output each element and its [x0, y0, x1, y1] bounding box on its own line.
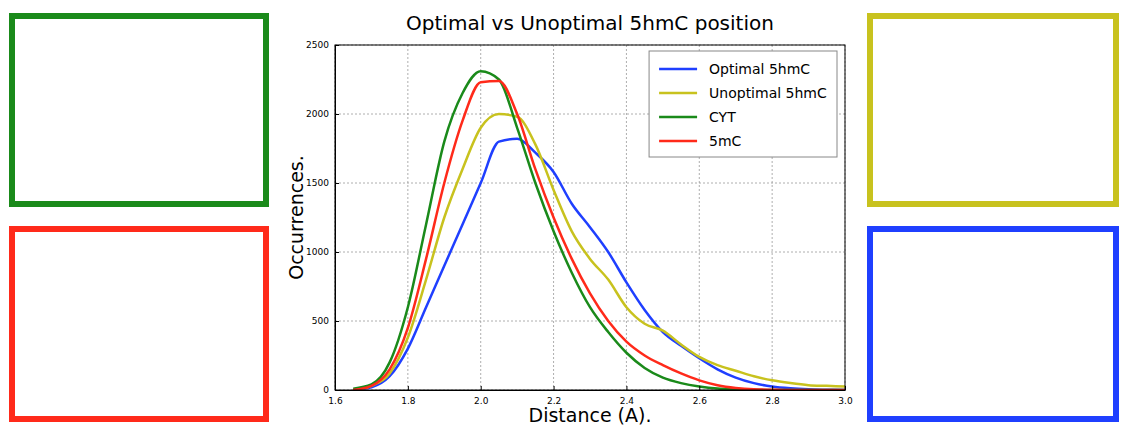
series-line	[353, 139, 845, 390]
grid-line	[335, 321, 845, 322]
grid-line	[480, 45, 481, 390]
panel-frame	[870, 229, 1116, 419]
x-tick-mark	[772, 386, 773, 390]
legend-swatch	[659, 68, 697, 71]
y-tick: 0	[323, 385, 339, 395]
x-tick: 3.0	[838, 386, 853, 406]
panel-frame	[12, 16, 266, 204]
chart: 1.61.82.02.22.42.62.83.00500100015002000…	[0, 0, 1121, 430]
legend-box	[649, 51, 837, 157]
y-axis-title: Occurrences.	[285, 155, 307, 280]
x-tick-mark	[699, 386, 700, 390]
x-tick-label: 3.0	[838, 396, 853, 406]
x-tick-mark	[481, 386, 482, 390]
y-tick-label: 2000	[306, 109, 329, 119]
legend-swatch	[659, 140, 697, 143]
x-tick-mark	[626, 386, 627, 390]
legend-label: CYT	[709, 109, 736, 125]
y-tick-mark	[335, 390, 339, 391]
x-tick-mark	[845, 386, 846, 390]
y-tick-mark	[335, 321, 339, 322]
x-axis-title: Distance (A).	[529, 404, 652, 426]
legend-label: Unoptimal 5hmC	[709, 85, 827, 101]
x-tick-label: 2.0	[474, 396, 489, 406]
y-tick-mark	[335, 183, 339, 184]
y-tick: 1500	[306, 178, 339, 188]
x-tick-label: 2.8	[765, 396, 780, 406]
y-tick: 2000	[306, 109, 339, 119]
y-tick-mark	[335, 114, 339, 115]
y-tick-mark	[335, 252, 339, 253]
x-tick: 2.8	[765, 386, 780, 406]
x-tick-mark	[554, 386, 555, 390]
plot-frame	[335, 45, 845, 390]
grid	[335, 45, 845, 390]
y-axis-line	[335, 46, 336, 391]
y-tick-mark	[335, 45, 339, 46]
grid-line	[626, 45, 627, 390]
y-tick-label: 1000	[306, 247, 329, 257]
legend-swatch	[659, 92, 697, 95]
x-tick: 2.0	[474, 386, 489, 406]
panel-frame	[870, 16, 1116, 204]
y-tick: 2500	[306, 40, 339, 50]
x-tick-label: 1.8	[401, 396, 416, 406]
panel-frame	[12, 229, 266, 419]
x-tick-label: 2.6	[693, 396, 708, 406]
y-axis: 0 500 1000 1500 2000 2500	[306, 40, 339, 395]
legend-label: Optimal 5hmC	[709, 61, 810, 77]
y-tick: 500	[312, 316, 339, 326]
x-tick-mark	[408, 386, 409, 390]
x-axis-line	[336, 390, 846, 391]
x-tick-label: 1.6	[328, 396, 343, 406]
y-tick-label: 1500	[306, 178, 329, 188]
chart-title: Optimal vs Unoptimal 5hmC position	[406, 11, 774, 35]
y-tick-label: 2500	[306, 40, 329, 50]
y-tick-label: 500	[312, 316, 329, 326]
grid-line	[335, 183, 845, 184]
x-tick: 2.6	[693, 386, 708, 406]
legend-swatch	[659, 116, 697, 119]
y-tick-label: 0	[323, 385, 329, 395]
grid-line	[335, 252, 845, 253]
y-tick: 1000	[306, 247, 339, 257]
legend-label: 5mC	[709, 133, 742, 149]
x-tick: 1.8	[401, 386, 416, 406]
legend: Optimal 5hmC Unoptimal 5hmC CYT 5mC	[649, 51, 837, 157]
